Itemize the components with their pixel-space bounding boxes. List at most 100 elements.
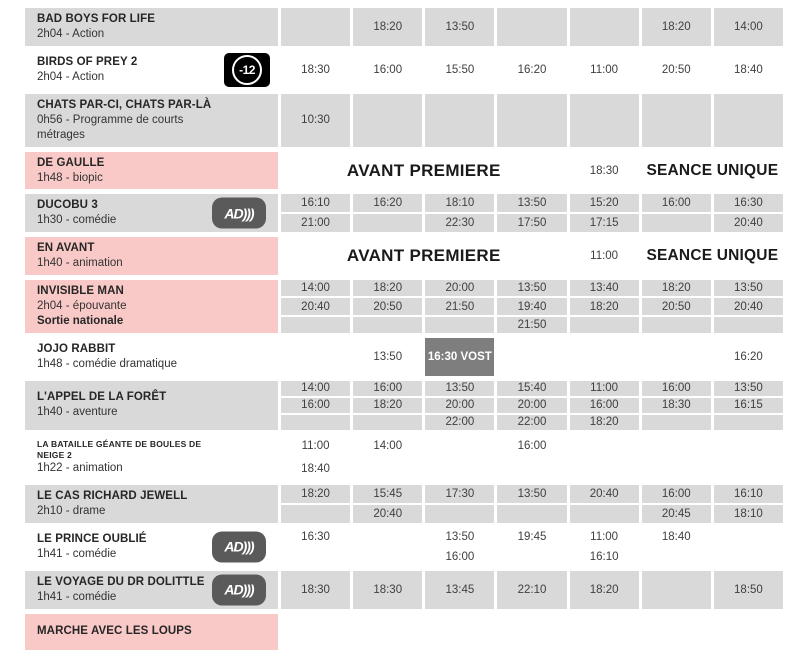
showtime-cell[interactable]: 14:00	[713, 8, 783, 46]
showtime-cell[interactable]: 11:00	[590, 250, 619, 263]
showtime-column	[281, 338, 351, 376]
showtime-cell[interactable]: 11:00	[569, 380, 639, 396]
showtime-cell[interactable]: 18:20	[641, 8, 711, 46]
showtime-cell[interactable]: 17:50	[497, 214, 567, 233]
showtime-column	[281, 613, 351, 650]
showtime-cell[interactable]: 18:20	[569, 414, 639, 430]
showtime-cell[interactable]: 18:30	[281, 570, 351, 609]
showtime-cell[interactable]: 16:30	[281, 527, 351, 546]
showtime-cell[interactable]: 13:50	[497, 194, 567, 213]
showtime-cell[interactable]: 21:50	[497, 316, 567, 333]
showtime-cell[interactable]: 22:00	[497, 414, 567, 430]
showtime-cell[interactable]: 20:50	[641, 50, 711, 89]
showtime-cell[interactable]: 20:00	[425, 280, 495, 297]
showtime-cell[interactable]: 16:20	[353, 194, 423, 213]
showtime-cell[interactable]: 22:30	[425, 214, 495, 233]
showtime-cell[interactable]: 20:40	[569, 484, 639, 503]
showtime-cell[interactable]: 16:00	[353, 380, 423, 396]
showtime-cell[interactable]: 18:20	[569, 298, 639, 315]
empty-cell	[569, 613, 639, 650]
showtime-cell[interactable]: 11:00	[569, 527, 639, 546]
showtime-cell[interactable]: 16:00	[641, 194, 711, 213]
showtime-cell[interactable]: 20:40	[353, 504, 423, 523]
showtime-cell[interactable]: 16:00	[641, 484, 711, 503]
showtime-cell[interactable]: 22:00	[425, 414, 495, 430]
showtime-cell[interactable]: 18:20	[353, 397, 423, 413]
showtime-cell[interactable]: 13:50	[353, 338, 423, 376]
showtime-cell[interactable]: 16:00	[281, 397, 351, 413]
empty-cell	[497, 93, 567, 147]
showtime-cell[interactable]: 13:50	[425, 527, 495, 546]
showtime-cell[interactable]: 18:40	[641, 527, 711, 546]
showtime-cell[interactable]: 18:20	[353, 280, 423, 297]
showtime-cell[interactable]: 20:40	[281, 298, 351, 315]
empty-cell	[713, 414, 783, 430]
showtime-cell[interactable]: 20:00	[425, 397, 495, 413]
showtime-cell[interactable]: 14:00	[281, 380, 351, 396]
showtime-cell[interactable]: 18:20	[353, 8, 423, 46]
showtime-cell[interactable]: 21:00	[281, 214, 351, 233]
showtime-cell[interactable]: 17:15	[569, 214, 639, 233]
showtime-column: 15:40 20:00 22:00	[497, 380, 567, 430]
showtime-cell[interactable]: 18:30	[353, 570, 423, 609]
showtime-column: 18:20	[569, 570, 639, 609]
movie-title: LA BATAILLE GÉANTE DE BOULES DE NEIGE 2	[37, 438, 202, 460]
showtime-cell[interactable]: 16:00	[569, 397, 639, 413]
showtime-cell[interactable]: 16:20	[713, 338, 783, 376]
showtime-cell[interactable]: 18:20	[281, 484, 351, 503]
showtime-cell[interactable]: 16:10	[281, 194, 351, 213]
showtime-cell[interactable]: 14:00	[281, 280, 351, 297]
showtime-cell[interactable]: 15:45	[353, 484, 423, 503]
showtime-cell[interactable]: 13:50	[497, 280, 567, 297]
showtime-cell[interactable]: 18:20	[569, 570, 639, 609]
showtime-cell[interactable]: 16:10	[713, 484, 783, 503]
showtime-cell[interactable]: 16:20	[497, 50, 567, 89]
showtime-cell[interactable]: 17:30	[425, 484, 495, 503]
showtime-cell[interactable]: 13:50	[713, 380, 783, 396]
showtime-cell[interactable]: 18:40	[281, 458, 351, 480]
showtime-cell[interactable]: 18:10	[425, 194, 495, 213]
empty-cell	[641, 93, 711, 147]
showtime-cell[interactable]: 16:30	[713, 194, 783, 213]
showtime-cell[interactable]: 13:50	[497, 484, 567, 503]
showtime-cell[interactable]: 18:30	[281, 50, 351, 89]
showtime-cell[interactable]: 19:45	[497, 527, 567, 546]
showtime-cell[interactable]: 13:50	[425, 380, 495, 396]
movie-label: DE GAULLE 1h48 - biopic	[25, 151, 278, 190]
showtime-cell[interactable]: 18:50	[713, 570, 783, 609]
showtime-cell[interactable]: 13:50	[425, 8, 495, 46]
showtime-cell[interactable]: 21:50	[425, 298, 495, 315]
movie-title: DE GAULLE	[37, 156, 105, 169]
showtime-cell[interactable]: 16:10	[569, 547, 639, 566]
showtime-cell[interactable]: 19:40	[497, 298, 567, 315]
showtime-cell[interactable]: 20:40	[713, 298, 783, 315]
showtime-cell[interactable]: 20:00	[497, 397, 567, 413]
showtime-cell[interactable]: 16:00	[425, 547, 495, 566]
showtime-cell[interactable]: 14:00	[353, 434, 423, 457]
showtime-cell[interactable]: 20:40	[713, 214, 783, 233]
showtime-cell[interactable]: 18:30	[641, 397, 711, 413]
showtime-cell[interactable]: 18:30	[589, 164, 619, 177]
showtime-cell[interactable]: 11:00	[281, 434, 351, 457]
showtime-cell[interactable]: 15:40	[497, 380, 567, 396]
showtime-cell[interactable]: 16:00	[497, 434, 567, 457]
showtime-cell[interactable]: 16:00	[353, 50, 423, 89]
showtime-cell[interactable]: 16:15	[713, 397, 783, 413]
showtime-cell[interactable]: 20:45	[641, 504, 711, 523]
showtime-cell[interactable]: 10:30	[281, 93, 351, 147]
showtime-cell[interactable]: 16:00	[641, 380, 711, 396]
showtime-cell[interactable]: 20:50	[641, 298, 711, 315]
showtime-cell[interactable]: 13:45	[425, 570, 495, 609]
showtime-cell[interactable]: 13:40	[569, 280, 639, 297]
showtime-cell[interactable]: 18:20	[641, 280, 711, 297]
showtime-cell[interactable]: 15:50	[425, 50, 495, 89]
showtime-cell[interactable]: 22:10	[497, 570, 567, 609]
showtime-cell[interactable]: 11:00	[569, 50, 639, 89]
showtime-cell[interactable]: 18:40	[713, 50, 783, 89]
showtime-cell-vost[interactable]: 16:30 VOST	[425, 338, 495, 376]
showtime-cell[interactable]: 13:50	[713, 280, 783, 297]
showtime-cell[interactable]: 15:20	[569, 194, 639, 213]
empty-cell	[641, 570, 711, 609]
showtime-cell[interactable]: 20:50	[353, 298, 423, 315]
showtime-cell[interactable]: 18:10	[713, 504, 783, 523]
